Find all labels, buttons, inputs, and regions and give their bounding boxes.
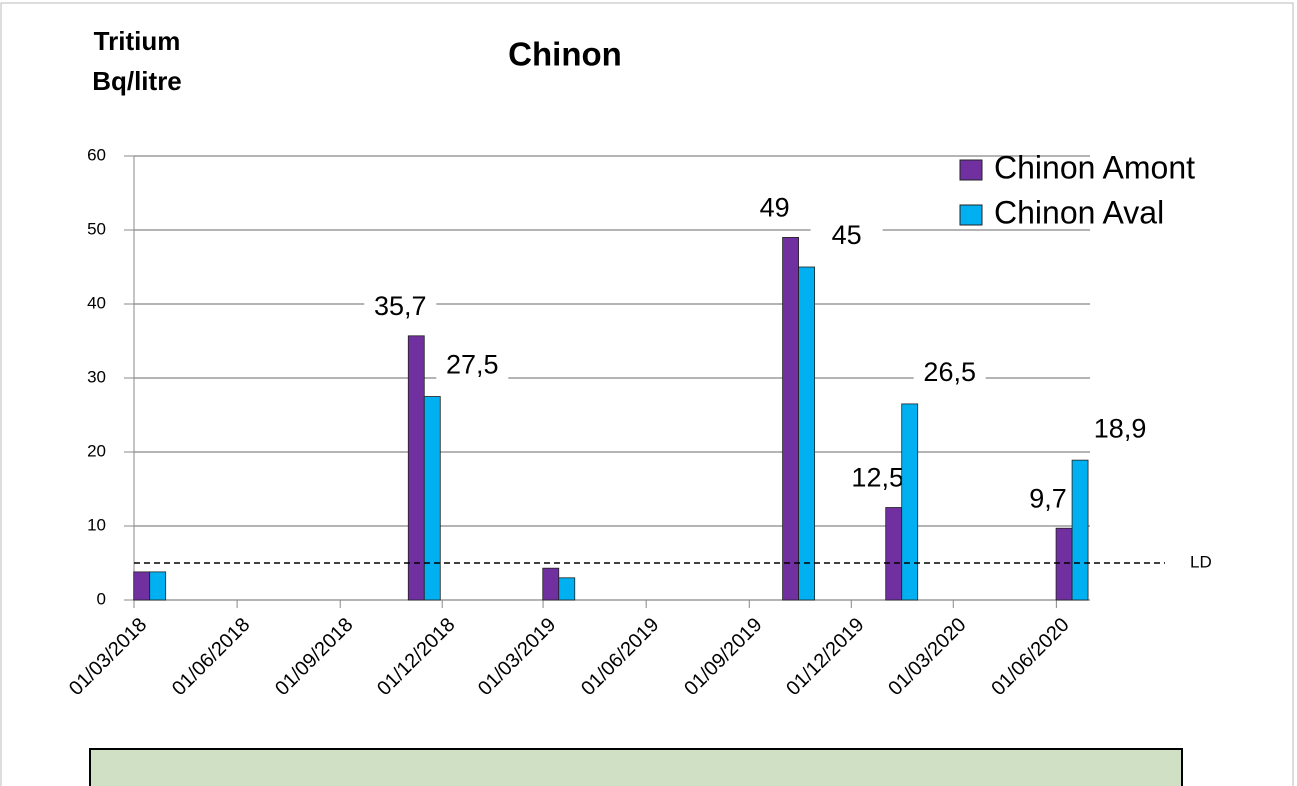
y-tick-label: 20 [87,441,106,460]
y-tick-label: 10 [87,515,106,534]
legend-label: Chinon Amont [994,149,1195,185]
label-bg [1084,413,1157,448]
map-image [89,748,1183,786]
data-label: 26,5 [923,357,976,387]
data-label: 35,7 [374,291,427,321]
data-label: 27,5 [446,350,499,380]
legend-swatch [959,159,983,181]
bar [423,396,441,601]
label-bg [436,349,509,384]
label-bg [913,356,986,391]
data-label: 45 [832,220,862,250]
bar [901,403,919,601]
bar [558,577,576,601]
data-label: 12,5 [851,463,904,493]
bar [1055,527,1073,601]
bar [885,507,903,601]
y-axis-title: Bq/litre [92,66,182,96]
legend-swatch [959,204,983,226]
label-bg [738,192,811,227]
data-label: 49 [760,193,790,223]
reference-label: LD [1190,552,1212,571]
y-tick-label: 60 [87,145,106,164]
bar [798,266,816,601]
bar [1071,459,1089,601]
bar [149,571,167,601]
legend-label: Chinon Aval [994,194,1164,230]
bar [133,571,151,601]
bar [782,236,800,601]
y-tick-label: 40 [87,293,106,312]
data-label: 9,7 [1029,483,1067,513]
y-tick-label: 30 [87,367,106,386]
data-label: 18,9 [1094,413,1147,443]
y-tick-label: 50 [87,219,106,238]
chart-title: Chinon [508,36,622,73]
bar [407,335,425,601]
label-bg [810,220,883,254]
y-axis-title: Tritium [94,26,181,56]
bar [542,567,560,601]
label-bg [364,290,437,325]
y-tick-label: 0 [97,589,106,608]
